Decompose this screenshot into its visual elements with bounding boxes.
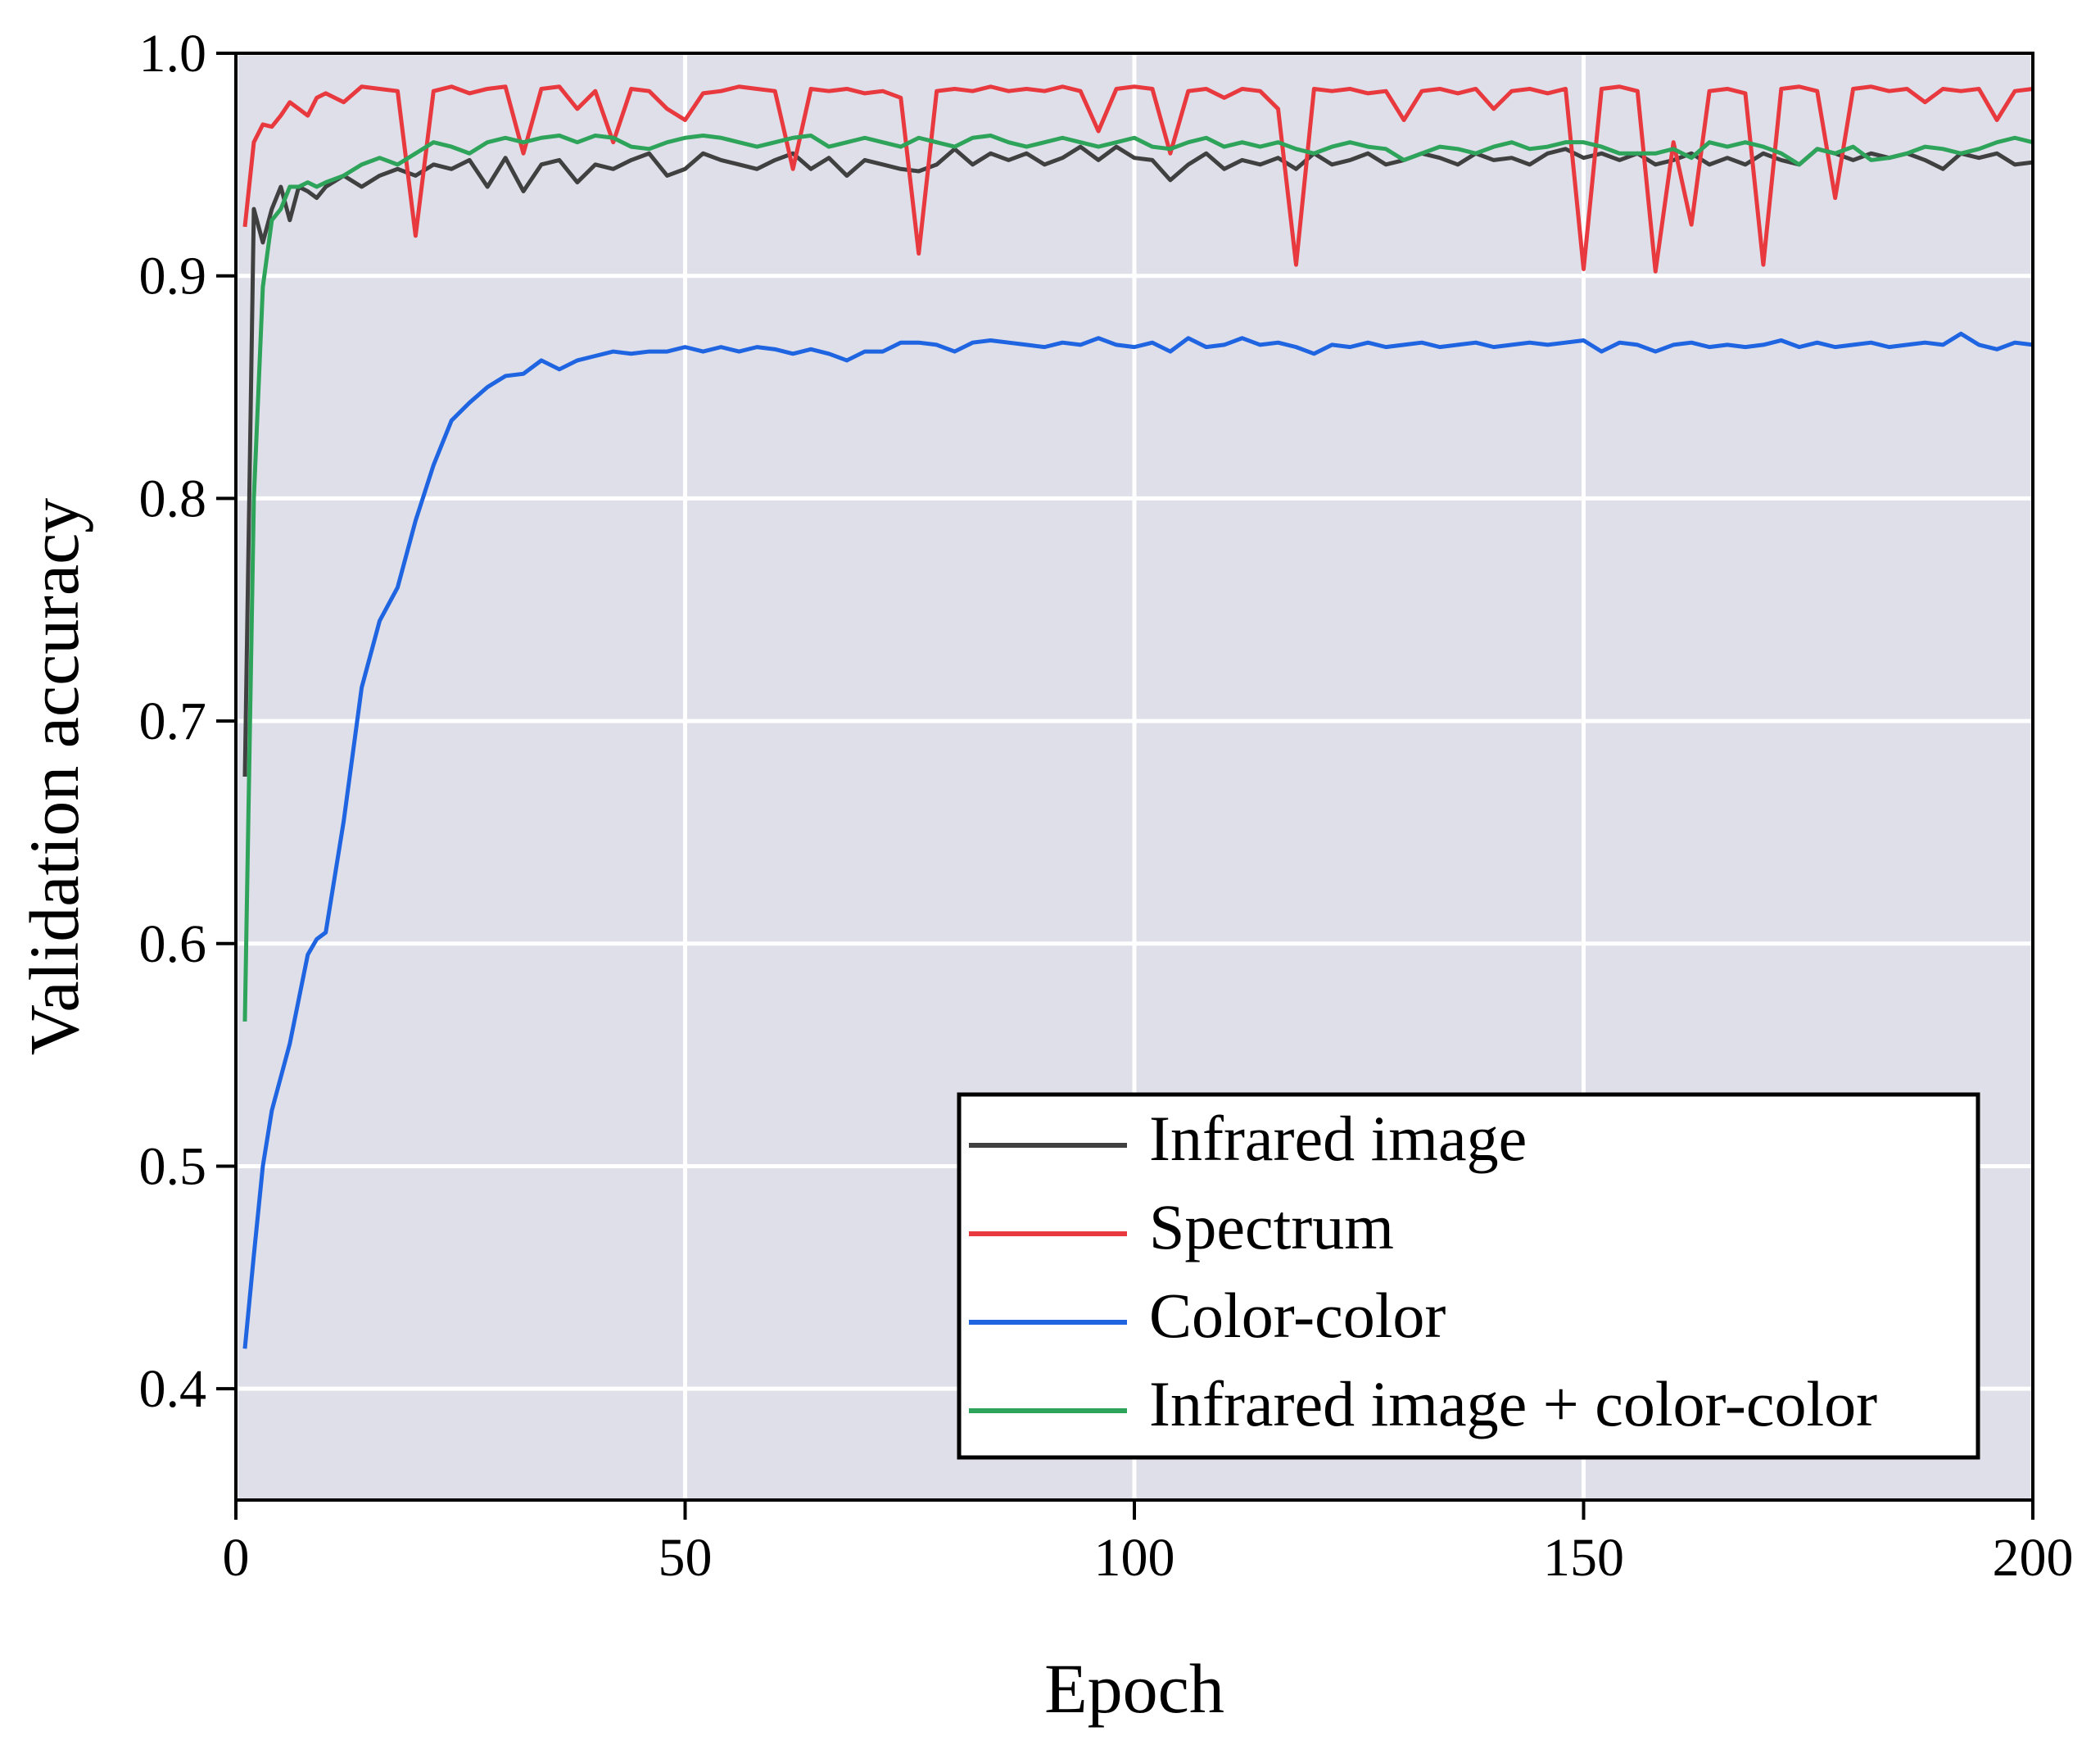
legend-label: Color-color (1149, 1280, 1446, 1351)
x-tick-label: 150 (1543, 1528, 1624, 1588)
y-tick-label: 0.9 (139, 247, 207, 306)
legend-box (957, 1092, 1980, 1460)
x-tick-label: 0 (223, 1528, 250, 1588)
y-axis-title: Validation accuracy (15, 498, 93, 1055)
x-tick-label: 50 (659, 1528, 713, 1588)
y-tick-label: 0.8 (139, 469, 207, 528)
x-tick-label: 100 (1094, 1528, 1175, 1588)
legend: Infrared image Spectrum Color-color Infrare… (957, 1092, 1980, 1460)
series-line (242, 331, 2034, 1349)
y-tick-label: 1.0 (139, 24, 207, 84)
series-line (242, 144, 2034, 777)
y-tick-label: 0.7 (139, 691, 207, 751)
legend-label: Infrared image (1149, 1103, 1527, 1174)
series-line (242, 134, 2034, 1022)
series-line (242, 84, 2034, 274)
legend-label: Infrared image + color-color (1149, 1368, 1877, 1439)
legend-label: Spectrum (1149, 1191, 1394, 1262)
x-tick-label: 200 (1993, 1528, 2074, 1588)
y-tick-label: 0.4 (139, 1359, 207, 1419)
x-axis-title: Epoch (1044, 1649, 1224, 1728)
y-tick-label: 0.6 (139, 914, 207, 974)
plot-frame (234, 52, 2034, 1502)
y-tick-label: 0.5 (139, 1136, 207, 1196)
